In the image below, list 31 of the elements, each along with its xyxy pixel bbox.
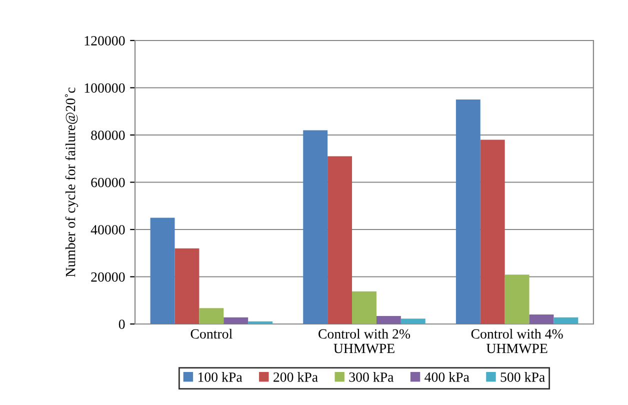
y-tick-label: 120000 bbox=[84, 36, 125, 46]
legend-label: 300 kPa bbox=[349, 372, 394, 382]
bar bbox=[248, 321, 273, 324]
legend-label: 100 kPa bbox=[198, 372, 242, 382]
bar bbox=[174, 248, 200, 324]
bar bbox=[529, 314, 554, 324]
x-tick-label: Control bbox=[190, 328, 232, 339]
bar bbox=[400, 318, 426, 324]
bar bbox=[303, 130, 328, 324]
y-tick-label: 80000 bbox=[91, 130, 125, 140]
y-tick-label: 20000 bbox=[91, 272, 125, 282]
x-tick-label: Control with 2% UHMWPE bbox=[318, 328, 410, 354]
bar bbox=[376, 316, 401, 324]
legend-label: 200 kPa bbox=[274, 372, 318, 382]
bar bbox=[456, 100, 480, 324]
x-tick-label: Control with 4% UHMWPE bbox=[471, 328, 563, 354]
bar bbox=[554, 317, 578, 324]
legend-label: 400 kPa bbox=[424, 372, 470, 382]
y-tick-label: 60000 bbox=[91, 178, 125, 188]
bar bbox=[224, 317, 248, 324]
y-axis-title: Number of cycle for failure@20˚c bbox=[65, 88, 78, 277]
bar bbox=[150, 218, 175, 324]
bar bbox=[328, 156, 352, 324]
bar bbox=[352, 291, 376, 324]
bar bbox=[199, 308, 224, 324]
bar bbox=[480, 140, 505, 324]
legend-label: 500 kPa bbox=[500, 372, 545, 382]
y-tick-label: 40000 bbox=[90, 225, 125, 234]
y-tick-label: 100000 bbox=[84, 83, 125, 93]
y-tick-label: 0 bbox=[118, 320, 125, 329]
bar bbox=[504, 274, 530, 324]
